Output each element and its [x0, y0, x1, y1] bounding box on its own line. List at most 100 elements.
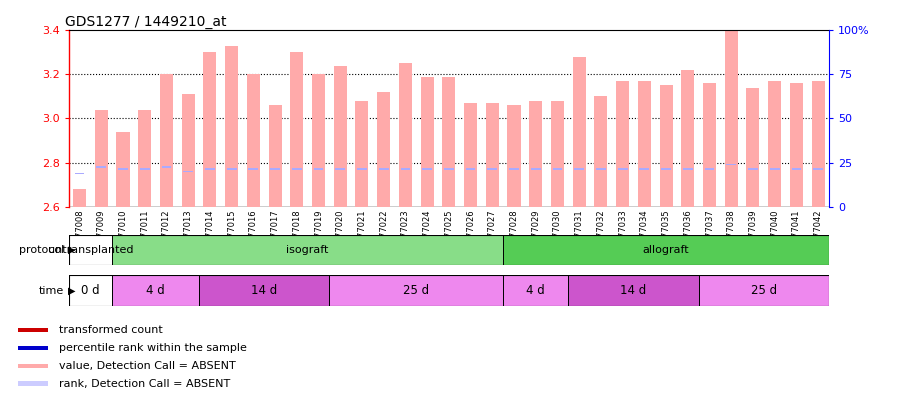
- Bar: [292, 168, 301, 170]
- Bar: [160, 75, 173, 207]
- Bar: [748, 168, 758, 170]
- Bar: [290, 52, 303, 207]
- Bar: [225, 46, 238, 207]
- Bar: [116, 132, 129, 207]
- Bar: [377, 92, 390, 207]
- Bar: [355, 101, 368, 207]
- Bar: [683, 168, 692, 170]
- Bar: [812, 81, 824, 207]
- Text: 25 d: 25 d: [403, 284, 430, 297]
- Bar: [444, 168, 453, 170]
- Bar: [69, 275, 112, 306]
- Bar: [747, 87, 759, 207]
- Bar: [485, 103, 499, 207]
- Bar: [639, 168, 649, 170]
- Bar: [726, 164, 736, 166]
- Bar: [638, 81, 651, 207]
- Bar: [112, 275, 199, 306]
- Bar: [330, 275, 503, 306]
- Bar: [183, 171, 193, 172]
- Bar: [465, 168, 475, 170]
- Bar: [552, 168, 562, 170]
- Text: value, Detection Call = ABSENT: value, Detection Call = ABSENT: [59, 361, 235, 371]
- Text: untransplanted: untransplanted: [48, 245, 133, 255]
- Bar: [335, 168, 345, 170]
- Bar: [660, 85, 672, 207]
- Bar: [464, 103, 477, 207]
- Bar: [725, 30, 737, 207]
- Bar: [594, 96, 607, 207]
- Bar: [138, 110, 151, 207]
- Text: 14 d: 14 d: [620, 284, 647, 297]
- Bar: [487, 168, 497, 170]
- Bar: [791, 168, 802, 170]
- Bar: [813, 168, 823, 170]
- Bar: [94, 110, 108, 207]
- Bar: [422, 168, 432, 170]
- Text: allograft: allograft: [643, 245, 690, 255]
- Bar: [704, 168, 714, 170]
- Bar: [313, 168, 323, 170]
- Bar: [140, 168, 149, 170]
- Text: rank, Detection Call = ABSENT: rank, Detection Call = ABSENT: [59, 379, 230, 389]
- Bar: [400, 168, 410, 170]
- Bar: [551, 101, 564, 207]
- Bar: [769, 168, 780, 170]
- Bar: [572, 57, 585, 207]
- Bar: [699, 275, 829, 306]
- Bar: [118, 168, 128, 170]
- Bar: [617, 168, 627, 170]
- Bar: [357, 168, 366, 170]
- Bar: [227, 168, 236, 170]
- Bar: [203, 52, 216, 207]
- Bar: [661, 168, 671, 170]
- Bar: [790, 83, 803, 207]
- Bar: [503, 275, 568, 306]
- Bar: [248, 168, 258, 170]
- Bar: [181, 94, 195, 207]
- Text: isograft: isograft: [287, 245, 329, 255]
- Bar: [69, 235, 112, 265]
- Bar: [96, 166, 106, 168]
- Bar: [509, 168, 518, 170]
- Bar: [596, 168, 605, 170]
- Text: percentile rank within the sample: percentile rank within the sample: [59, 343, 247, 353]
- Bar: [205, 168, 214, 170]
- Text: protocol: protocol: [19, 245, 64, 255]
- Bar: [73, 189, 86, 207]
- Text: 4 d: 4 d: [527, 284, 545, 297]
- Bar: [574, 168, 584, 170]
- Bar: [246, 75, 260, 207]
- Bar: [75, 173, 84, 174]
- Bar: [333, 66, 347, 207]
- Text: 4 d: 4 d: [147, 284, 165, 297]
- Bar: [503, 235, 829, 265]
- Bar: [18, 328, 49, 333]
- Bar: [442, 77, 455, 207]
- Bar: [420, 77, 433, 207]
- Text: 14 d: 14 d: [251, 284, 278, 297]
- Text: GDS1277 / 1449210_at: GDS1277 / 1449210_at: [65, 15, 226, 29]
- Bar: [18, 364, 49, 368]
- Bar: [703, 83, 716, 207]
- Bar: [268, 105, 281, 207]
- Text: transformed count: transformed count: [59, 325, 163, 335]
- Bar: [682, 70, 694, 207]
- Text: 0 d: 0 d: [82, 284, 100, 297]
- Bar: [531, 168, 540, 170]
- Bar: [112, 235, 503, 265]
- Bar: [199, 275, 330, 306]
- Bar: [379, 168, 388, 170]
- Bar: [529, 101, 542, 207]
- Bar: [18, 346, 49, 350]
- Bar: [568, 275, 699, 306]
- Text: ▶: ▶: [68, 245, 75, 255]
- Bar: [398, 64, 412, 207]
- Bar: [18, 382, 49, 386]
- Text: time: time: [38, 286, 64, 296]
- Text: 25 d: 25 d: [751, 284, 777, 297]
- Bar: [616, 81, 629, 207]
- Bar: [769, 81, 781, 207]
- Bar: [507, 105, 520, 207]
- Text: ▶: ▶: [68, 286, 75, 296]
